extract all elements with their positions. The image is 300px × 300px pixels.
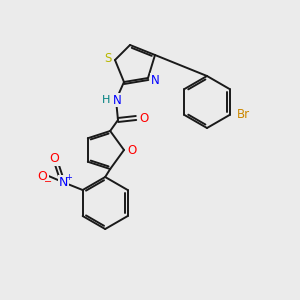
Text: O: O (50, 152, 60, 164)
Text: S: S (104, 52, 112, 64)
Text: O: O (128, 143, 136, 157)
Text: N: N (59, 176, 68, 188)
Text: O: O (38, 169, 48, 182)
Text: O: O (140, 112, 148, 124)
Text: H: H (102, 95, 110, 105)
Text: +: + (65, 172, 72, 182)
Text: Br: Br (237, 109, 250, 122)
Text: −: − (44, 177, 52, 187)
Text: N: N (112, 94, 122, 106)
Text: N: N (151, 74, 159, 86)
